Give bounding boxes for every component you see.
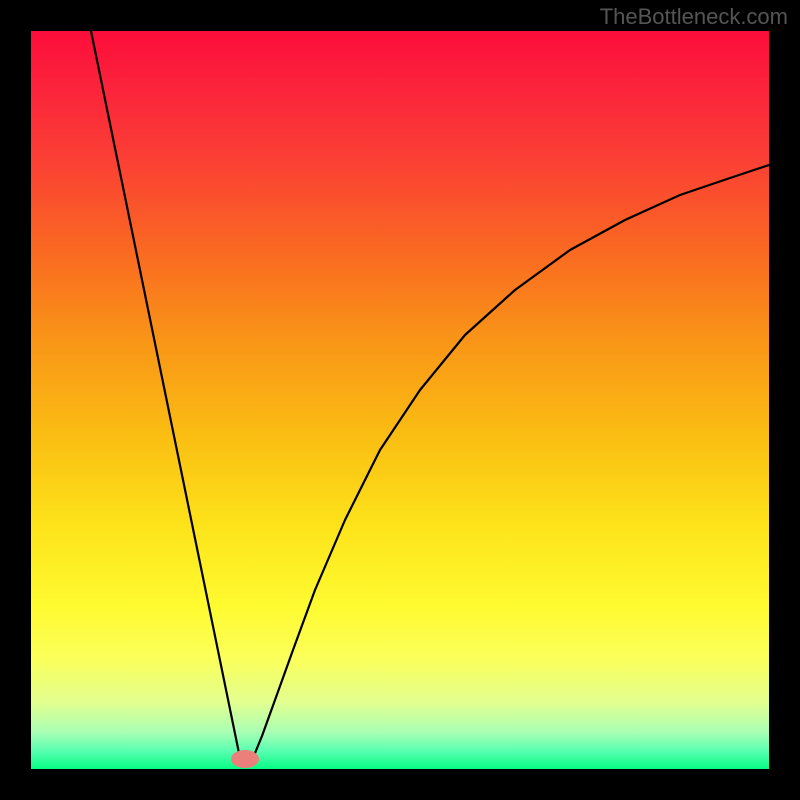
minimum-marker xyxy=(231,750,259,768)
watermark-text: TheBottleneck.com xyxy=(600,4,788,30)
bottleneck-chart xyxy=(31,31,769,769)
bottleneck-curve xyxy=(31,31,769,769)
